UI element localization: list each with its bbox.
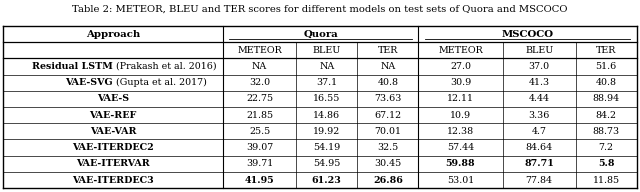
Text: NA: NA: [380, 62, 396, 71]
Text: BLEU: BLEU: [525, 46, 553, 55]
Text: 4.7: 4.7: [532, 127, 547, 136]
Text: TER: TER: [596, 46, 616, 55]
Text: 32.0: 32.0: [249, 78, 270, 87]
Text: 57.44: 57.44: [447, 143, 474, 152]
Text: VAE-S: VAE-S: [97, 94, 129, 103]
Text: 39.07: 39.07: [246, 143, 273, 152]
Text: 41.3: 41.3: [529, 78, 550, 87]
Text: (Gupta et al. 2017): (Gupta et al. 2017): [113, 78, 207, 87]
Text: 54.95: 54.95: [313, 159, 340, 168]
Text: 88.94: 88.94: [593, 94, 620, 103]
Text: 73.63: 73.63: [374, 94, 401, 103]
Text: 40.8: 40.8: [378, 78, 398, 87]
Text: VAE-ITERDEC3: VAE-ITERDEC3: [72, 175, 154, 185]
Text: VAE-ITERVAR: VAE-ITERVAR: [76, 159, 150, 168]
Text: 54.19: 54.19: [313, 143, 340, 152]
Text: 67.12: 67.12: [374, 111, 401, 120]
Text: 12.38: 12.38: [447, 127, 474, 136]
Text: 39.71: 39.71: [246, 159, 273, 168]
Text: METEOR: METEOR: [237, 46, 282, 55]
Text: VAE-REF: VAE-REF: [90, 111, 137, 120]
Text: NA: NA: [319, 62, 334, 71]
Text: BLEU: BLEU: [312, 46, 341, 55]
Text: TER: TER: [378, 46, 398, 55]
Text: 22.75: 22.75: [246, 94, 273, 103]
Text: 87.71: 87.71: [524, 159, 554, 168]
Text: 37.0: 37.0: [529, 62, 550, 71]
Text: VAE-ITERDEC2: VAE-ITERDEC2: [72, 143, 154, 152]
Text: METEOR: METEOR: [438, 46, 483, 55]
Text: 16.55: 16.55: [313, 94, 340, 103]
Text: 32.5: 32.5: [377, 143, 399, 152]
Text: Quora: Quora: [303, 30, 338, 39]
Text: 88.73: 88.73: [593, 127, 620, 136]
Text: (Prakash et al. 2016): (Prakash et al. 2016): [113, 62, 217, 71]
Text: 5.8: 5.8: [598, 159, 614, 168]
Text: 37.1: 37.1: [316, 78, 337, 87]
Text: 3.36: 3.36: [529, 111, 550, 120]
Text: 70.01: 70.01: [374, 127, 401, 136]
Text: 30.9: 30.9: [450, 78, 471, 87]
Text: VAE-VAR: VAE-VAR: [90, 127, 136, 136]
Text: 26.86: 26.86: [373, 175, 403, 185]
Text: 77.84: 77.84: [525, 175, 553, 185]
Text: 40.8: 40.8: [596, 78, 617, 87]
Text: 41.95: 41.95: [245, 175, 275, 185]
Text: 7.2: 7.2: [599, 143, 614, 152]
Text: 21.85: 21.85: [246, 111, 273, 120]
Text: 11.85: 11.85: [593, 175, 620, 185]
Text: 59.88: 59.88: [445, 159, 476, 168]
Text: 14.86: 14.86: [313, 111, 340, 120]
Text: Residual LSTM: Residual LSTM: [33, 62, 113, 71]
Text: 51.6: 51.6: [596, 62, 617, 71]
Text: 12.11: 12.11: [447, 94, 474, 103]
Text: 27.0: 27.0: [450, 62, 471, 71]
Text: 10.9: 10.9: [450, 111, 471, 120]
Text: VAE-SVG: VAE-SVG: [65, 78, 113, 87]
Text: 61.23: 61.23: [312, 175, 342, 185]
Text: NA: NA: [252, 62, 268, 71]
Text: 25.5: 25.5: [249, 127, 270, 136]
Text: 53.01: 53.01: [447, 175, 474, 185]
Text: 84.64: 84.64: [525, 143, 553, 152]
Text: Table 2: METEOR, BLEU and TER scores for different models on test sets of Quora : Table 2: METEOR, BLEU and TER scores for…: [72, 5, 568, 14]
Text: MSCOCO: MSCOCO: [502, 30, 554, 39]
Text: 84.2: 84.2: [596, 111, 617, 120]
Text: Approach: Approach: [86, 30, 140, 39]
Text: 30.45: 30.45: [374, 159, 401, 168]
Text: 4.44: 4.44: [529, 94, 550, 103]
Text: 19.92: 19.92: [313, 127, 340, 136]
